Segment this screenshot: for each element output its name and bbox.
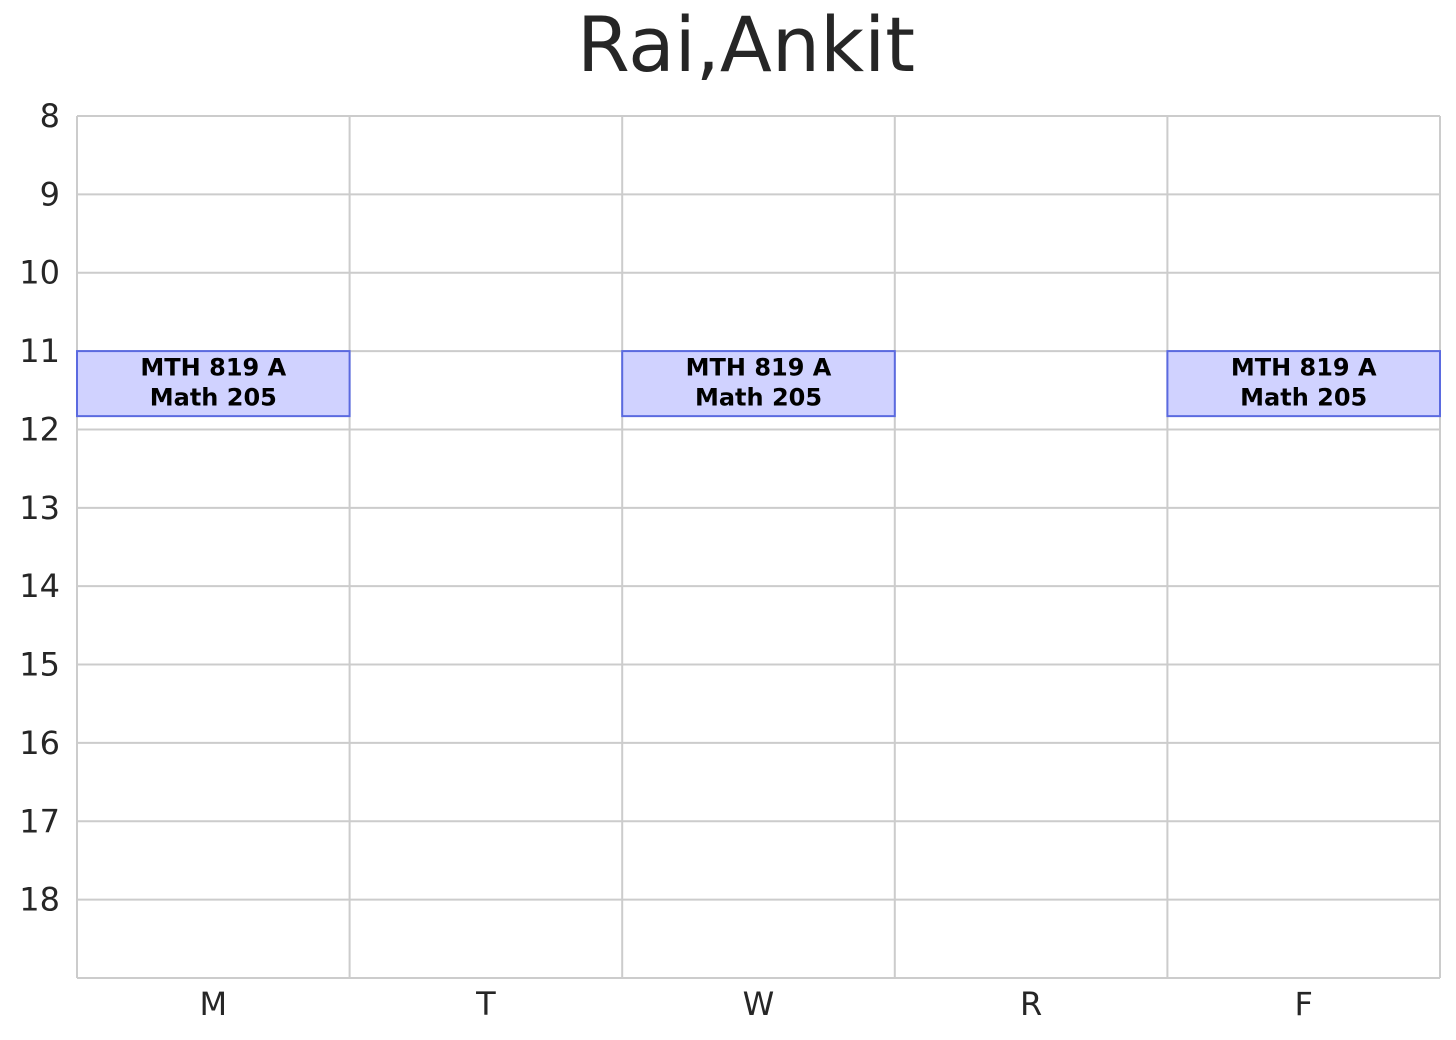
- x-tick-label: M: [199, 985, 227, 1023]
- y-tick-label: 9: [40, 175, 60, 213]
- event-room: Math 205: [1240, 384, 1367, 412]
- event-course: MTH 819 A: [686, 354, 832, 382]
- y-tick-label: 13: [19, 489, 60, 527]
- event-course: MTH 819 A: [1231, 354, 1377, 382]
- event-block: [621, 350, 896, 418]
- event-room: Math 205: [695, 384, 822, 412]
- x-tick-label: F: [1294, 985, 1312, 1023]
- y-tick-label: 10: [19, 254, 60, 292]
- y-tick-label: 18: [19, 881, 60, 919]
- event-block: [1166, 350, 1442, 418]
- x-tick-label: T: [475, 985, 496, 1023]
- y-tick-label: 14: [19, 567, 60, 605]
- y-tick-label: 15: [19, 646, 60, 684]
- event-room: Math 205: [150, 384, 277, 412]
- y-tick-label: 17: [19, 802, 60, 840]
- y-tick-label: 8: [40, 97, 60, 135]
- y-tick-label: 12: [19, 410, 60, 448]
- chart-title: Rai,Ankit: [577, 0, 915, 89]
- event-block: [76, 350, 351, 418]
- event-course: MTH 819 A: [140, 354, 286, 382]
- x-tick-label: R: [1020, 985, 1042, 1023]
- x-tick-label: W: [743, 985, 775, 1023]
- y-tick-label: 11: [19, 332, 60, 370]
- y-tick-label: 16: [19, 724, 60, 762]
